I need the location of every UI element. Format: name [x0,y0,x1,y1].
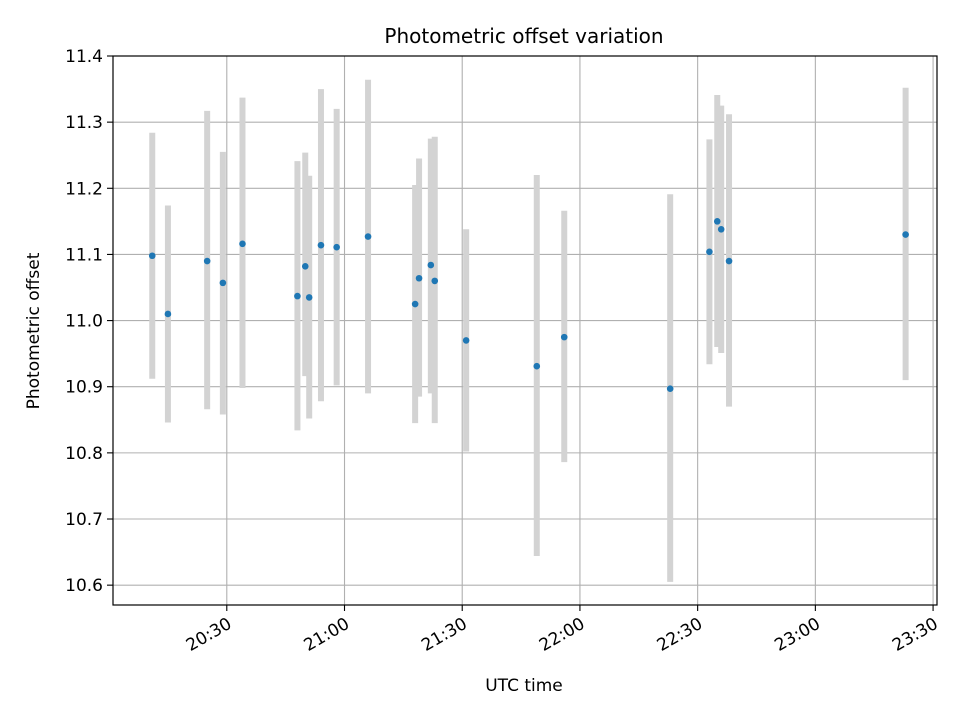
y-tick-label: 10.9 [65,378,103,398]
data-point [203,257,211,265]
data-point [148,252,156,260]
data-point [317,241,325,249]
y-tick-label: 11.3 [65,113,103,133]
data-point [219,279,227,287]
grid-layer [113,55,937,605]
data-point [666,385,674,393]
plot-frame [112,55,938,606]
data-point [301,263,309,270]
y-tick-label: 11.2 [65,179,103,199]
data-point [902,231,909,238]
data-point [427,261,435,269]
data-point [713,218,721,225]
data-point [725,257,733,265]
data-point [706,248,713,256]
y-tick-label: 10.6 [65,576,103,596]
chart-title: Photometric offset variation [384,24,663,48]
point-layer [148,218,909,393]
y-tick-label: 10.8 [65,444,103,464]
data-point [239,240,246,248]
data-point [364,233,372,240]
y-tick-label: 11.4 [65,47,103,67]
data-point [294,292,301,300]
y-axis-title: Photometric offset [24,252,44,409]
data-point [164,310,172,318]
data-point [533,362,541,370]
data-point [560,333,568,341]
data-point [305,294,313,301]
y-tick-label: 11.1 [65,245,103,265]
y-tick-label: 11.0 [65,312,103,332]
data-point [462,337,470,344]
data-point [717,225,725,233]
x-axis-title: UTC time [485,676,563,696]
data-point [411,300,419,308]
y-axis-ticks: 10.6 10.7 10.8 10.9 11.0 11.1 11.2 11.3 11.4 [65,47,113,596]
data-point [431,277,439,285]
data-point [333,243,340,251]
data-point [415,274,423,282]
y-tick-label: 10.7 [65,510,103,530]
